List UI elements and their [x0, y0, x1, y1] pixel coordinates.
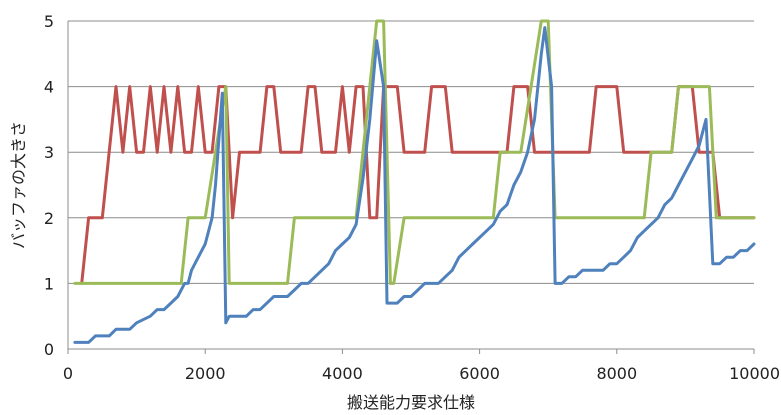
- x-tick-label: 10000: [729, 364, 780, 383]
- x-tick-label: 4000: [322, 364, 363, 383]
- series-line-3: [73, 26, 756, 344]
- x-tick-label: 0: [63, 364, 73, 383]
- x-tick-label: 6000: [459, 364, 500, 383]
- x-tick-label: 2000: [185, 364, 226, 383]
- y-tick-label: 0: [44, 340, 54, 359]
- gridlines: [67, 20, 754, 350]
- y-tick-label: 2: [44, 209, 54, 228]
- x-axis-label: 搬送能力要求仕様: [347, 393, 475, 412]
- series-line-2: [73, 19, 756, 285]
- y-tick-label: 5: [44, 12, 54, 31]
- y-tick-label: 1: [44, 274, 54, 293]
- y-tick-label: 4: [44, 78, 54, 97]
- y-axis-ticks: 0 1 2 3 4 5: [44, 12, 54, 359]
- series-line-1: [80, 85, 756, 285]
- series-lines: [73, 19, 756, 344]
- y-axis-label: バッファの大きさ: [9, 121, 28, 249]
- x-axis-ticks: 0 2000 4000 6000 8000 10000: [63, 349, 780, 383]
- x-tick-label: 8000: [596, 364, 637, 383]
- y-tick-label: 3: [44, 143, 54, 162]
